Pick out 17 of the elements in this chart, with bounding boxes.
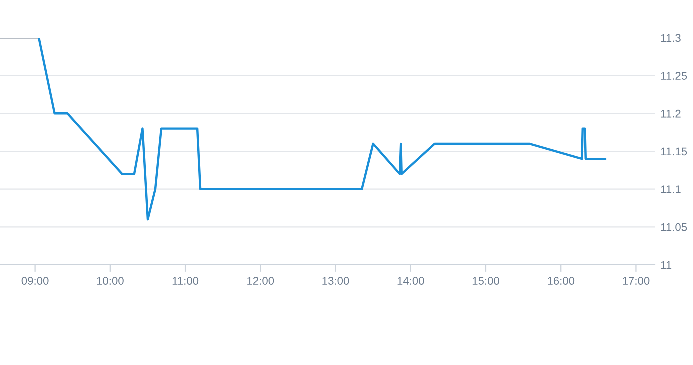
y-tick-label: 11.25	[661, 72, 688, 80]
y-tick-label: 11	[661, 261, 672, 270]
x-tick-label: 16:00	[548, 277, 575, 285]
x-tick-label: 17:00	[623, 277, 650, 285]
y-tick-label: 11.15	[661, 148, 688, 156]
y-tick-label: 11.2	[661, 110, 681, 118]
x-tick-label: 10:00	[97, 277, 124, 285]
x-tick-label: 15:00	[472, 277, 500, 285]
y-tick-label: 11.1	[661, 186, 681, 194]
line-series	[38, 38, 607, 221]
x-tick-label: 12:00	[248, 277, 274, 285]
x-tick-label: 14:00	[398, 277, 424, 285]
x-tick-label: 11:00	[172, 277, 199, 285]
x-tick-label: 09:00	[22, 277, 49, 285]
x-tick-label: 13:00	[322, 277, 350, 285]
y-tick-label: 11.3	[661, 34, 681, 42]
y-tick-label: 11.05	[661, 223, 688, 232]
